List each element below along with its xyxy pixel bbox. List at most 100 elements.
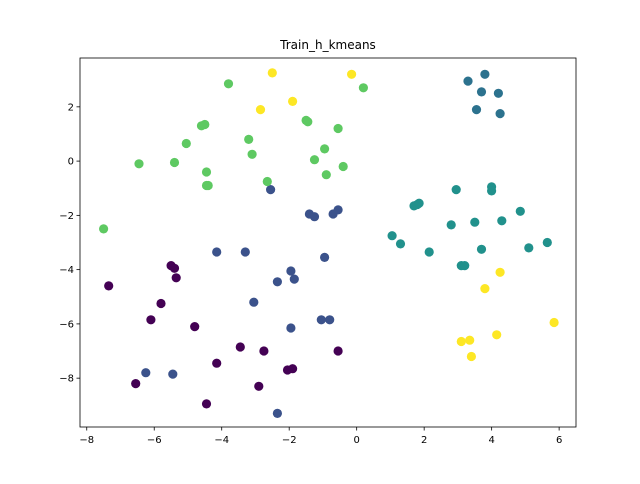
data-point (471, 105, 482, 115)
data-point (309, 155, 320, 165)
data-point (99, 224, 109, 234)
x-tick-label: −8 (79, 435, 94, 446)
data-point (223, 79, 234, 89)
data-point (169, 157, 180, 168)
series-1 (141, 185, 343, 418)
data-point (465, 335, 475, 345)
data-point (255, 105, 266, 115)
y-tick-label: −2 (59, 211, 74, 222)
data-point (414, 198, 424, 208)
data-point (456, 336, 466, 347)
data-point (131, 379, 141, 389)
x-tick-label: 6 (556, 435, 562, 446)
series-4 (463, 69, 505, 119)
data-point (333, 205, 343, 215)
data-point (321, 170, 331, 180)
data-point (463, 76, 473, 86)
series-5 (255, 68, 559, 362)
x-axis-ticks: −8 −6 −4 −2 0 2 4 6 (79, 427, 562, 446)
data-point (168, 369, 178, 379)
data-point (387, 231, 397, 241)
data-point (320, 252, 330, 262)
data-point (480, 69, 490, 79)
y-tick-label: 2 (68, 102, 74, 113)
data-point (286, 266, 296, 276)
data-point (451, 185, 461, 195)
data-point (446, 220, 456, 230)
x-tick-label: −2 (282, 435, 297, 446)
data-point (493, 88, 503, 98)
data-point (181, 138, 191, 149)
data-point (480, 284, 490, 294)
data-point (424, 247, 434, 257)
data-point (347, 69, 357, 79)
chart-title: Train_h_kmeans (279, 38, 376, 52)
data-point (476, 244, 487, 254)
x-tick-label: −6 (147, 435, 162, 446)
data-point (309, 212, 320, 222)
data-point (254, 381, 264, 391)
data-point (240, 247, 250, 257)
data-point (267, 68, 277, 78)
data-point (495, 109, 505, 119)
data-point (247, 149, 257, 159)
data-point (325, 315, 335, 325)
data-point (460, 261, 470, 271)
data-point (259, 346, 269, 356)
data-point (316, 315, 326, 325)
data-point (212, 247, 222, 257)
y-axis-ticks: −8 −6 −4 −2 0 2 (59, 102, 80, 385)
points-layer (99, 68, 559, 418)
data-point (470, 217, 480, 227)
data-point (169, 263, 180, 273)
x-tick-label: 4 (488, 435, 494, 446)
data-point (515, 206, 525, 216)
data-point (212, 358, 222, 368)
data-point (190, 322, 200, 332)
data-point (466, 351, 476, 362)
data-point (201, 399, 212, 409)
data-point (289, 274, 299, 284)
data-point (203, 180, 213, 191)
data-point (358, 83, 368, 93)
data-point (171, 273, 181, 283)
data-point (497, 216, 507, 226)
data-point (235, 342, 245, 352)
data-point (495, 267, 505, 277)
data-point (301, 115, 311, 125)
data-point (272, 408, 282, 418)
data-point (272, 277, 282, 287)
data-point (524, 243, 534, 253)
data-point (156, 298, 166, 309)
data-point (549, 317, 559, 328)
data-point (249, 297, 259, 307)
data-point (395, 239, 406, 249)
data-point (266, 185, 276, 195)
y-tick-label: 0 (68, 157, 74, 168)
x-tick-label: −4 (214, 435, 229, 446)
y-tick-label: −6 (59, 319, 74, 330)
axes-layer (79, 57, 577, 428)
data-point (487, 186, 497, 196)
plot-frame (79, 57, 577, 428)
y-tick-label: −4 (59, 265, 74, 276)
data-point (338, 161, 348, 172)
data-point (333, 346, 343, 356)
data-point (320, 144, 330, 154)
data-point (134, 159, 144, 169)
series-2 (387, 182, 552, 271)
data-point (288, 364, 298, 374)
data-point (262, 176, 272, 187)
data-point (333, 123, 343, 134)
data-point (141, 368, 151, 378)
data-point (288, 96, 298, 106)
data-point (104, 281, 114, 291)
data-point (146, 315, 156, 325)
data-point (476, 87, 487, 97)
data-point (286, 323, 296, 333)
data-point (201, 167, 212, 177)
data-point (244, 134, 254, 144)
x-tick-label: 0 (353, 435, 359, 446)
